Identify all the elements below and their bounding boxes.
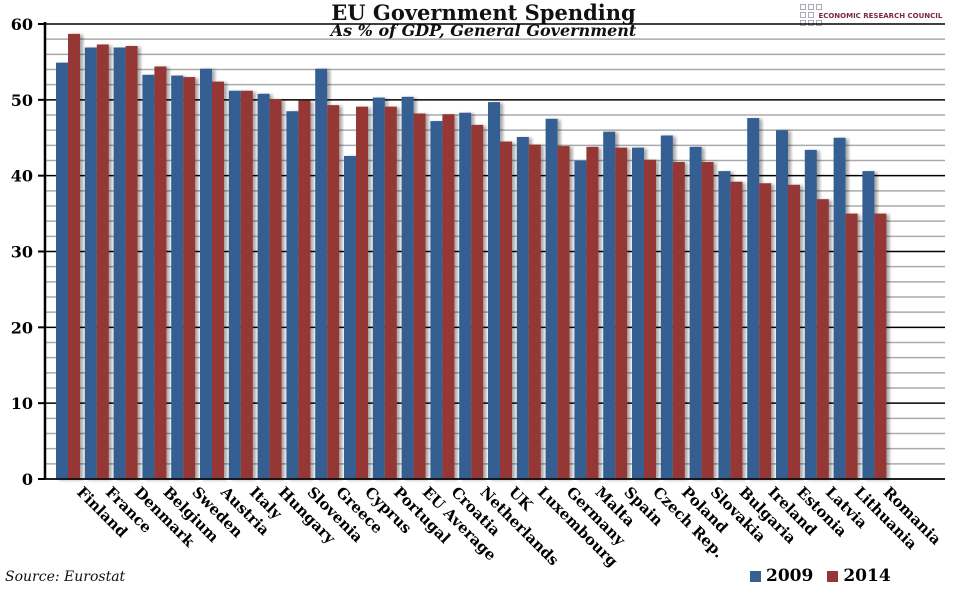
bar-2014-luxembourg [528, 144, 541, 479]
bar-2014-eu-average [413, 113, 426, 479]
logo: ECONOMIC RESEARCH COUNCIL [800, 4, 942, 28]
bar-2014-netherlands [471, 124, 484, 479]
bar-2009-luxembourg [516, 136, 529, 479]
bar-2014-italy [240, 90, 253, 479]
bar-2014-france [96, 44, 109, 479]
bar-2009-uk [488, 102, 500, 479]
bar-2009-lithuania [833, 137, 846, 479]
bar-2009-france [84, 47, 97, 480]
y-tick-label: 10 [11, 394, 33, 413]
y-tick-label: 20 [11, 318, 33, 337]
bar-2014-germany [557, 146, 570, 479]
chart-subtitle: As % of GDP, General Government [330, 21, 637, 40]
bar-2014-romania [874, 213, 887, 480]
logo-text: ECONOMIC RESEARCH COUNCIL [818, 12, 943, 20]
bar-2009-hungary [257, 93, 270, 480]
bar-2009-spain [603, 131, 616, 479]
bar-2009-croatia [430, 121, 443, 480]
bar-2014-lithuania [845, 213, 858, 480]
bar-2014-uk [500, 141, 512, 479]
bar-2009-netherlands [459, 112, 472, 479]
bar-2014-slovakia [701, 162, 714, 479]
bar-2014-estonia [788, 184, 800, 479]
bar-2014-austria [212, 81, 224, 479]
bar-2009-ireland [747, 118, 760, 480]
y-tick-label: 50 [11, 91, 33, 110]
bar-2009-germany [545, 118, 558, 480]
bar-2014-portugal [384, 106, 397, 480]
bar-2009-estonia [776, 130, 788, 479]
y-tick-label: 40 [11, 167, 33, 186]
bar-2009-finland [56, 62, 68, 480]
bar-2009-sweden [171, 75, 184, 480]
y-tick-label: 0 [22, 470, 33, 489]
bar-2014-latvia [816, 199, 829, 480]
bar-2009-denmark [113, 47, 126, 480]
bar-2014-sweden [183, 77, 196, 479]
bar-2009-austria [200, 68, 212, 479]
y-tick-label: 60 [11, 15, 33, 34]
bar-2014-poland [672, 162, 685, 479]
legend: 2009 2014 [750, 566, 891, 586]
bar-2014-hungary [269, 99, 282, 479]
y-tick-label: 30 [11, 243, 33, 262]
bar-2014-slovenia [298, 100, 311, 479]
bar-2014-denmark [125, 45, 138, 479]
bar-2009-bulgaria [718, 171, 731, 479]
bar-2009-cyprus [344, 155, 356, 479]
bar-2014-croatia [442, 114, 455, 479]
bar-2014-finland [68, 33, 80, 479]
bar-2014-greece [327, 105, 340, 480]
bar-2009-slovenia [286, 111, 299, 479]
bar-2014-cyprus [356, 106, 368, 480]
bar-2009-belgium [142, 74, 155, 479]
bar-2014-ireland [759, 183, 772, 479]
bar-2009-eu-average [401, 96, 414, 480]
bar-2009-latvia [804, 149, 817, 479]
legend-item-2009: 2009 [750, 566, 813, 586]
bar-2009-greece [315, 68, 328, 479]
bar-2014-belgium [154, 66, 167, 479]
bar-2009-czech-rep- [632, 147, 644, 479]
legend-swatch [827, 570, 839, 582]
bar-2014-czech-rep- [644, 159, 656, 479]
bar-2009-romania [862, 171, 875, 479]
bar-2014-spain [615, 147, 628, 479]
bar-2014-bulgaria [730, 181, 743, 479]
chart-title: EU Government Spending [331, 0, 636, 25]
source-note: Source: Eurostat [5, 569, 126, 585]
legend-item-2014: 2014 [827, 566, 891, 586]
legend-swatch [750, 570, 761, 582]
bar-2009-malta [574, 160, 587, 479]
bar-2009-slovakia [689, 146, 702, 479]
bar-2014-malta [586, 146, 599, 479]
bar-2009-portugal [372, 97, 385, 479]
bar-2009-italy [228, 90, 241, 479]
bar-2009-poland [660, 135, 673, 479]
